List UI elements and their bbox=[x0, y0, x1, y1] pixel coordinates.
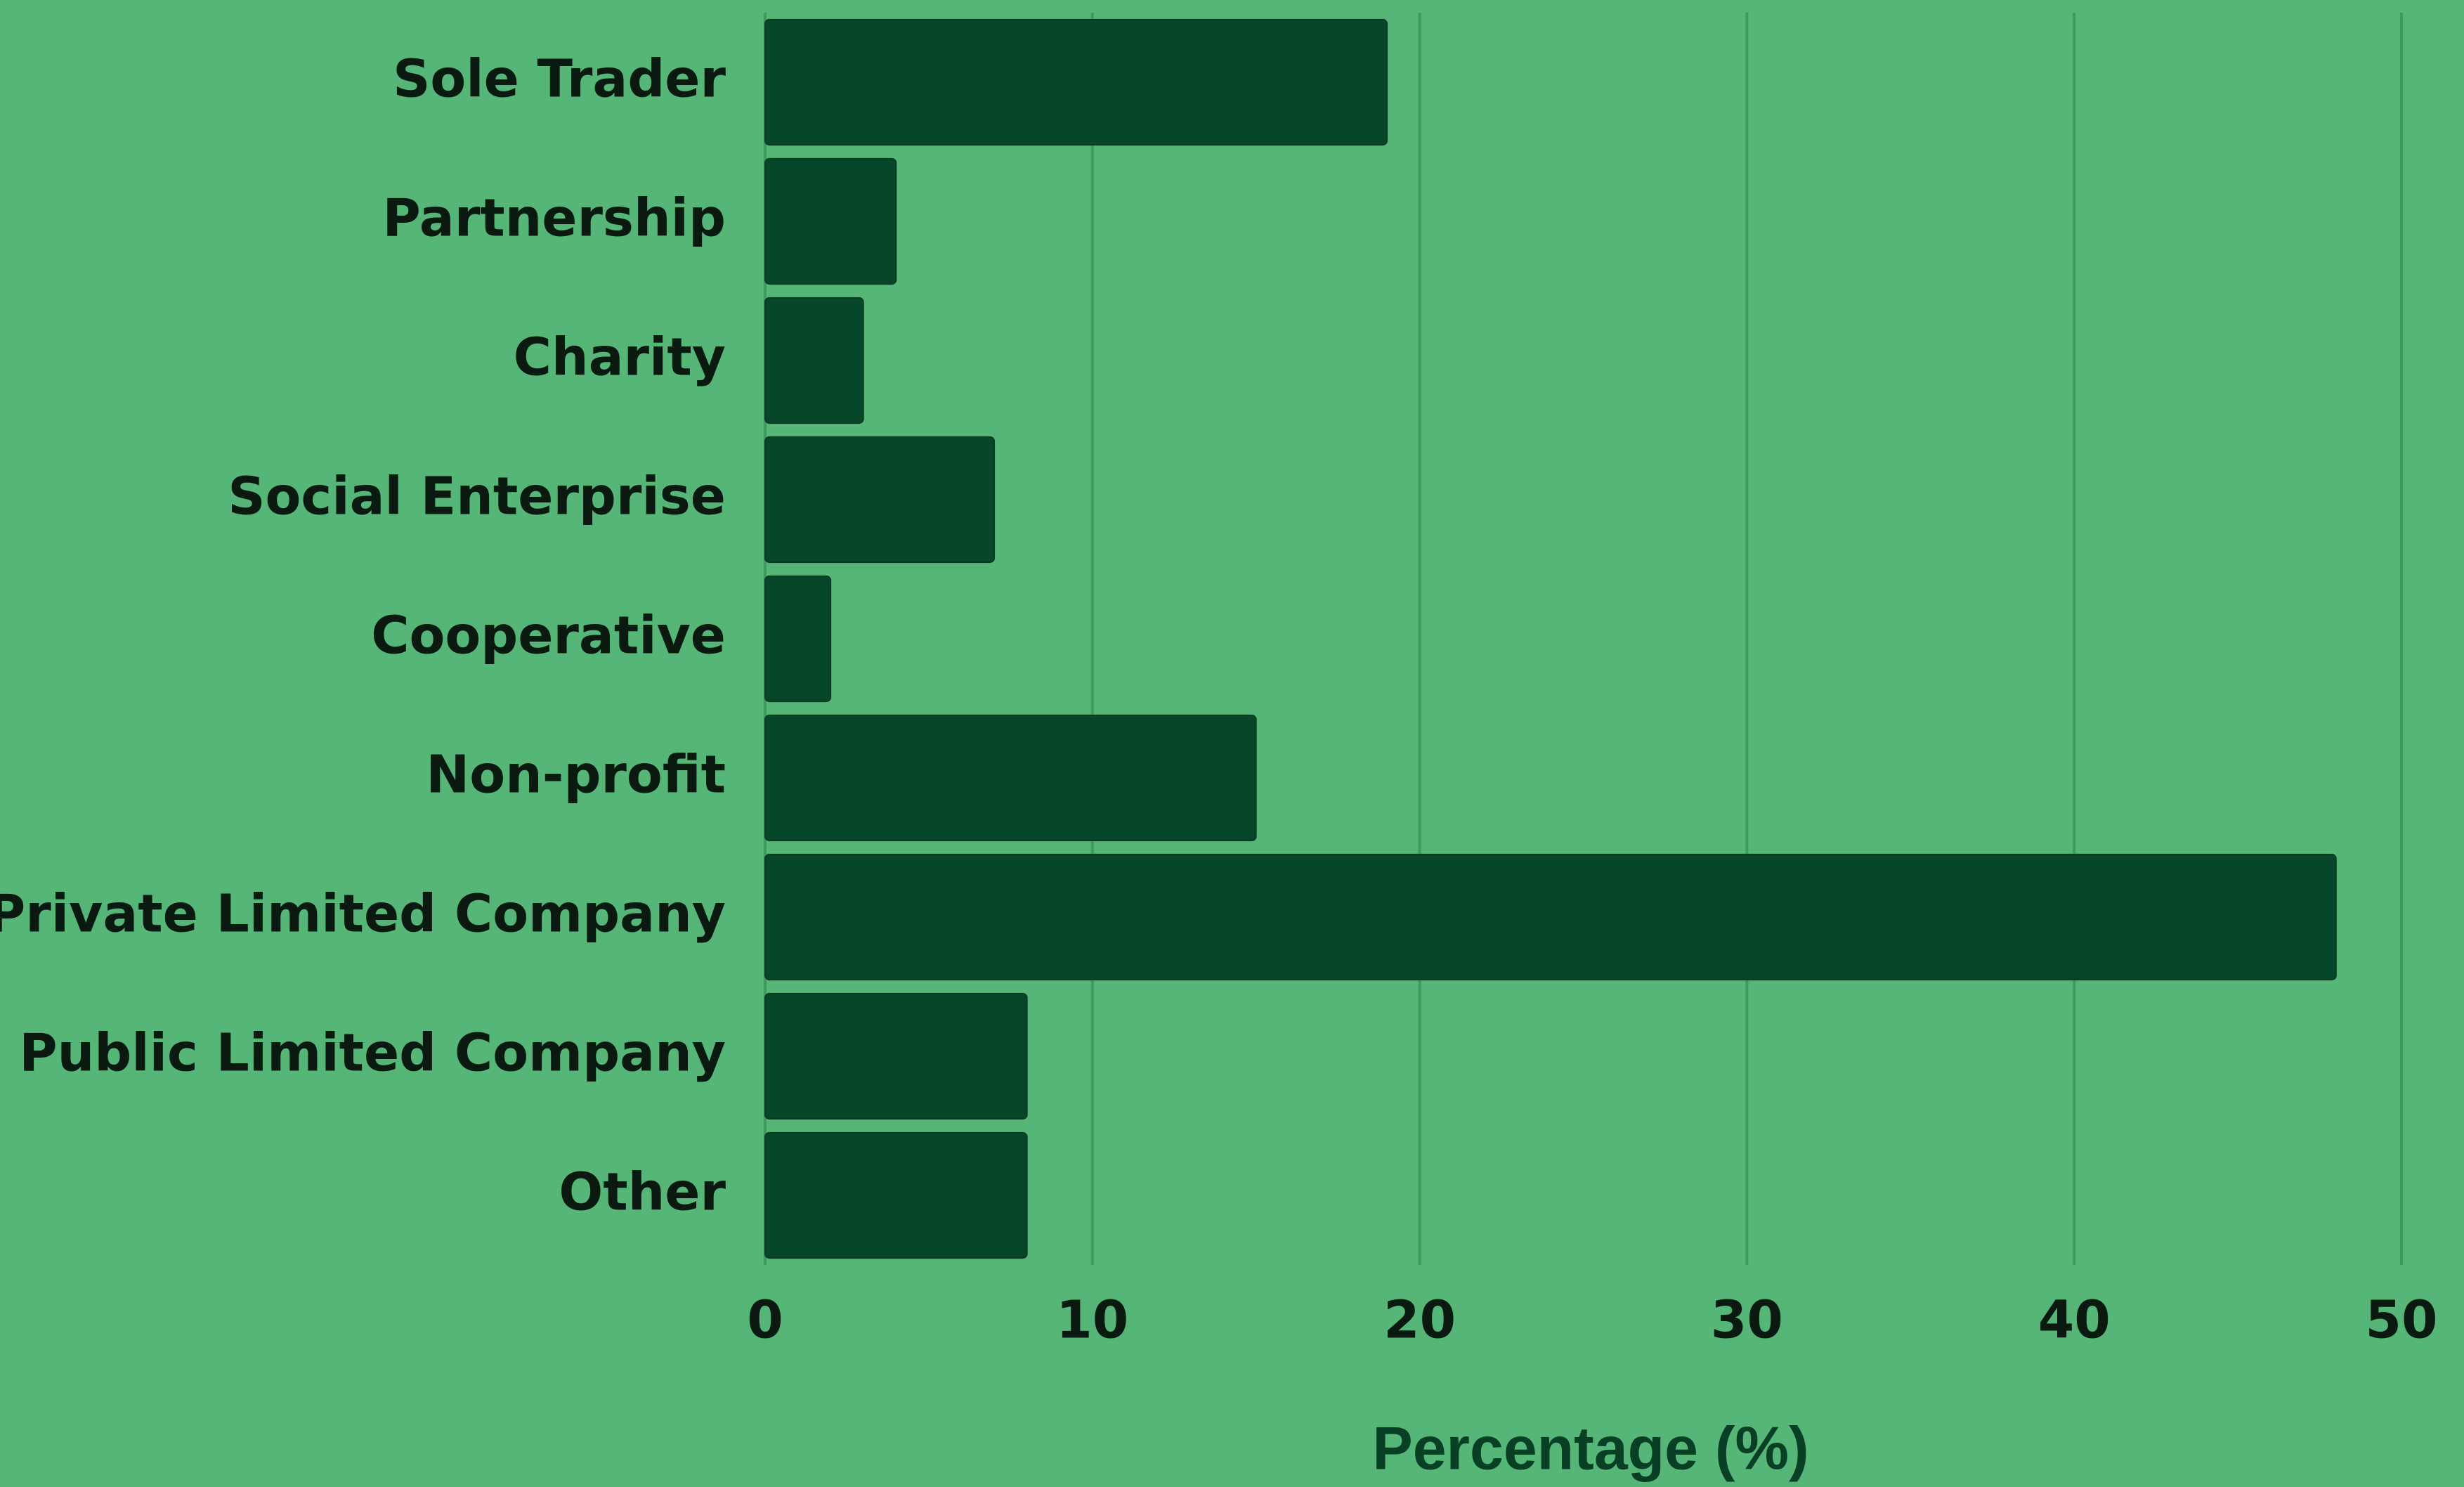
bar bbox=[764, 436, 996, 564]
bar bbox=[764, 18, 1388, 146]
bar bbox=[764, 714, 1257, 842]
bar bbox=[764, 1131, 1028, 1259]
x-tick-label: 0 bbox=[747, 1290, 783, 1351]
x-tick-label: 20 bbox=[1383, 1290, 1456, 1351]
bar bbox=[764, 157, 897, 285]
y-tick-label: Charity bbox=[514, 327, 726, 388]
bar bbox=[764, 853, 2337, 981]
y-tick-label: Other bbox=[559, 1162, 726, 1223]
x-axis-title: Percentage (%) bbox=[1372, 1415, 1808, 1483]
x-tick-label: 40 bbox=[2038, 1290, 2111, 1351]
x-tick-label: 30 bbox=[1711, 1290, 1783, 1351]
y-tick-label: Private Limited Company bbox=[0, 884, 726, 944]
y-tick-label: Non-profit bbox=[426, 745, 726, 805]
y-tick-label: Public Limited Company bbox=[19, 1023, 726, 1084]
y-tick-label: Sole Trader bbox=[393, 49, 726, 110]
y-tick-label: Cooperative bbox=[371, 606, 726, 666]
x-tick-label: 50 bbox=[2366, 1290, 2438, 1351]
bar bbox=[764, 992, 1028, 1120]
x-tick-label: 10 bbox=[1056, 1290, 1128, 1351]
bar bbox=[764, 297, 864, 424]
y-tick-label: Social Enterprise bbox=[228, 467, 726, 527]
y-tick-label: Partnership bbox=[383, 188, 726, 249]
bar bbox=[764, 575, 832, 703]
